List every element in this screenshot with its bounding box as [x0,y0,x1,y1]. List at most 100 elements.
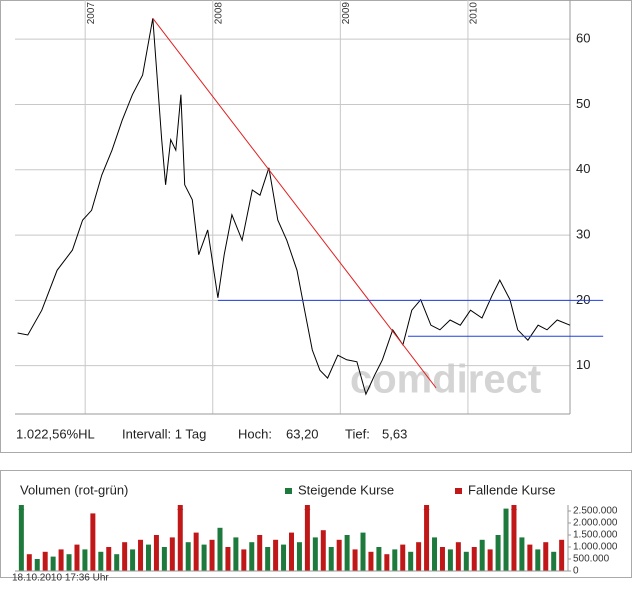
volume-bar [447,549,453,571]
bars [18,505,557,571]
volume-bar [360,532,366,571]
volume-bar [551,551,557,571]
volume-bar [432,537,438,571]
y-tick-label: 60 [576,31,590,46]
volume-bar [233,537,239,571]
y-tick-label: 40 [576,161,590,176]
volume-bar [66,554,72,571]
bars [26,505,565,571]
volume-bar [281,544,287,571]
volume-bar [225,547,231,571]
volume-bar [58,549,64,571]
volume-bar [122,542,128,571]
info-text: Intervall: 1 Tag [122,426,206,441]
overflow-arrow [304,505,311,510]
volume-bar [376,547,382,571]
x-tick-label: 2008 [213,2,224,25]
volume-bar [479,539,485,571]
volume-bar [209,539,215,571]
y-tick-label: 1.000.000 [573,542,618,553]
legend-swatch [455,488,462,494]
timestamp: 18.10.2010 17:36 Uhr [12,573,109,584]
info-text: Hoch: [238,426,272,441]
volume-bar [535,549,541,571]
x-tick-label: 2009 [341,2,352,25]
volume-bar [400,544,406,571]
volume-bar [312,537,318,571]
y-tick-label: 0 [573,566,579,577]
volume-bar [177,505,183,571]
volume-bar [114,554,120,571]
info-text: 1.022,56%HL [16,426,95,441]
volume-bar [424,505,430,571]
y-tick-label: 2.500.000 [573,506,618,517]
y-tick-label: 20 [576,292,590,307]
legend-label: Steigende Kurse [298,482,394,497]
volume-bar [193,532,199,571]
volume-bar [289,532,294,571]
info-text: 63,20 [286,426,319,441]
volume-bar [408,551,414,571]
volume-bar [201,544,207,571]
volume-bar [138,539,144,571]
volume-bar [455,542,461,571]
volume-bar [296,542,302,571]
volume-bar [392,549,398,571]
volume-bar [145,544,151,571]
overflow-arrow [423,505,430,510]
legend-label: Fallende Kurse [468,482,555,497]
volume-title: Volumen (rot-grün) [20,482,128,497]
volume-bar [90,513,96,571]
price-chart: 10 20 30 40 50 60 2007 2008 2009 2010 1.022,56%HL I… [15,0,604,441]
volume-bar [217,527,223,571]
volume-bar [463,551,469,571]
volume-bar [249,542,255,571]
volume-bar [384,554,390,571]
volume-bar [265,547,271,571]
trend-line [152,17,437,389]
volume-bar [18,505,24,571]
volume-bar [74,544,80,571]
volume-bar [527,544,533,571]
volume-bar [50,556,56,571]
volume-bar [495,535,501,571]
price-panel [0,0,632,453]
volume-bar [519,537,525,571]
x-tick-label: 2010 [469,2,480,25]
y-tick-label: 10 [576,357,590,372]
volume-bar [304,505,310,571]
y-tick-label: 2.000.000 [573,518,618,529]
volume-bar [320,530,326,571]
info-text: 5,63 [382,426,407,441]
volume-bar [273,539,279,571]
volume-bar [471,547,477,571]
volume-bar [26,554,32,571]
volume-bar [169,537,175,571]
volume-bar [257,535,263,571]
volume-bar [487,549,493,571]
volume-bar [130,549,136,571]
legend-swatch [285,488,292,494]
volume-bar [439,547,445,571]
volume-bar [241,549,247,571]
volume-bar [352,549,358,571]
volume-bar [416,542,422,571]
volume-bar [543,542,549,571]
overflow-arrow [510,505,517,510]
volume-bar [559,539,565,571]
volume-bar [511,505,517,571]
x-tick-label: 2007 [86,2,97,25]
volume-bar [185,542,191,571]
volume-bar [42,551,48,571]
volume-bar [82,549,88,571]
y-tick-label: 50 [576,96,590,111]
y-tick-label: 1.500.000 [573,530,618,541]
info-text: Tief: [345,426,370,441]
overflow-arrow [177,505,184,510]
volume-bar [153,535,159,571]
volume-bar [106,547,112,571]
volume-bar [368,551,374,571]
volume-bar [336,539,342,571]
volume-bar [34,559,40,571]
volume-bar [161,547,167,571]
